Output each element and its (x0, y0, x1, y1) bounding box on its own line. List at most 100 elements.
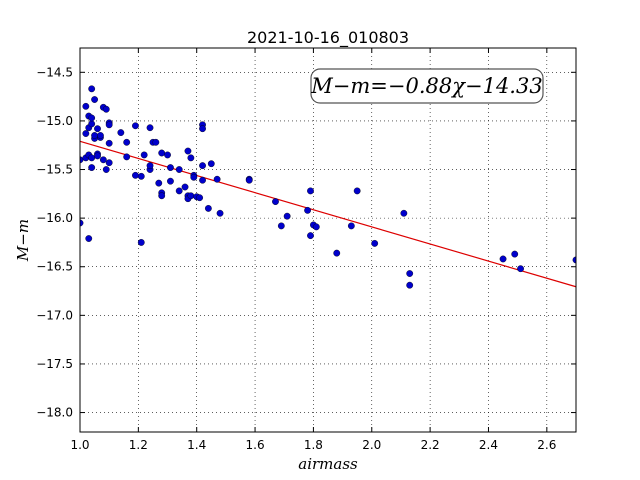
data-point (117, 129, 125, 136)
fit-equation-frame (310, 68, 544, 104)
y-tick-label: −15.5 (36, 163, 73, 177)
data-point (105, 139, 113, 147)
data-point (245, 176, 253, 184)
y-tick-label: −15.0 (36, 114, 73, 128)
x-tick-label: 2.0 (362, 438, 381, 452)
y-tick-labels: −14.5 −15.0 −15.5 −16.0 −16.5 −17.0 −17.5 −18.0 (36, 65, 73, 419)
data-point (158, 192, 166, 200)
data-point (199, 125, 206, 133)
data-point (137, 239, 145, 246)
data-point (158, 149, 166, 157)
fit-equation-box: M−m=−0.88χ−14.33 (310, 68, 544, 104)
data-point (102, 166, 110, 173)
x-tick-label: 1.2 (129, 438, 148, 452)
y-tick-label: −17.5 (36, 357, 73, 371)
data-point (204, 205, 212, 212)
data-point (88, 120, 96, 128)
axis-ticks (79, 48, 576, 432)
y-tick-label: −17.0 (36, 308, 73, 322)
data-point (187, 154, 195, 162)
data-point (213, 175, 221, 183)
data-point (123, 138, 131, 146)
data-points (80, 85, 576, 289)
data-point (82, 130, 90, 137)
data-point (88, 114, 96, 122)
data-point (517, 265, 524, 273)
data-point (400, 209, 408, 217)
fit-equation-text: M−m=−0.88χ−14.33 (310, 74, 542, 98)
y-axis-label: M−m (14, 219, 32, 262)
data-point (304, 206, 311, 214)
plot-area-frame (79, 47, 577, 433)
chart-title: 2021-10-16_010803 (247, 28, 409, 48)
data-point (82, 102, 90, 110)
fit-line (79, 140, 577, 288)
fit-line-group (79, 140, 577, 288)
data-point (307, 187, 314, 195)
data-point (499, 255, 507, 263)
data-point (91, 96, 98, 103)
data-point (91, 132, 98, 139)
data-point (277, 222, 285, 230)
data-point (333, 249, 341, 257)
x-tick-label: 2.4 (479, 438, 498, 452)
data-point (99, 156, 107, 164)
data-point (102, 105, 110, 113)
data-point (167, 177, 174, 185)
data-point (146, 124, 154, 132)
data-point (283, 212, 291, 220)
data-point (137, 172, 145, 180)
y-tick-label: −14.5 (36, 65, 73, 79)
data-point (187, 192, 195, 200)
data-point (132, 171, 139, 179)
data-point (97, 132, 104, 139)
y-tick-label: −16.5 (36, 260, 73, 274)
y-tick-label: −16.0 (36, 211, 73, 225)
data-point (216, 209, 224, 217)
data-point (347, 222, 355, 230)
data-point (88, 154, 96, 162)
data-point (164, 151, 171, 159)
data-point (196, 194, 204, 202)
data-point (88, 164, 96, 171)
data-point (152, 138, 160, 146)
x-tick-label: 2.6 (537, 438, 556, 452)
grid (79, 48, 576, 432)
data-point (307, 232, 314, 240)
data-point (199, 162, 206, 170)
data-point (175, 187, 183, 195)
x-tick-labels: 1.0 1.2 1.4 1.6 1.8 2.0 2.2 2.4 2.6 (70, 438, 556, 452)
x-tick-label: 1.0 (70, 438, 89, 452)
data-point (105, 121, 113, 129)
x-tick-label: 1.8 (304, 438, 323, 452)
data-point (94, 152, 101, 160)
data-point (207, 160, 215, 168)
data-point (167, 164, 174, 171)
data-point (272, 198, 279, 206)
data-point (353, 187, 361, 195)
x-tick-label: 2.2 (421, 438, 440, 452)
data-point (406, 270, 414, 277)
x-tick-label: 1.4 (187, 438, 206, 452)
data-point (140, 151, 148, 159)
data-point (511, 250, 519, 258)
data-point (85, 235, 93, 242)
y-tick-label: −18.0 (36, 406, 73, 420)
data-point (175, 166, 183, 173)
data-point (105, 159, 113, 167)
data-point (88, 85, 96, 93)
x-axis-label: airmass (298, 455, 358, 473)
data-point (146, 162, 154, 170)
data-point (155, 179, 163, 187)
data-point (406, 281, 414, 289)
x-tick-label: 1.6 (246, 438, 265, 452)
data-point (181, 183, 189, 191)
data-point (132, 122, 139, 130)
data-point (123, 153, 131, 161)
data-point (371, 240, 379, 247)
data-point (199, 176, 206, 184)
data-point (190, 173, 198, 181)
data-point (312, 223, 320, 231)
data-point (94, 125, 101, 133)
